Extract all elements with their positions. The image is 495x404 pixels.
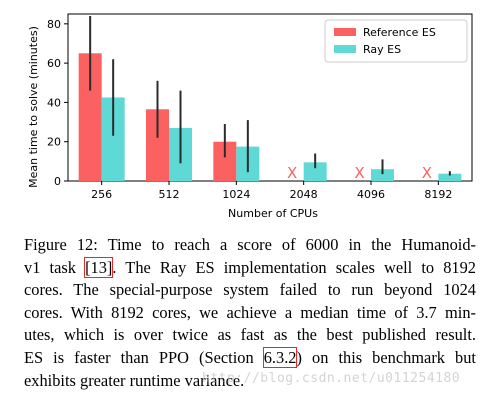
bar-reference-es-1024: [213, 141, 237, 181]
legend-swatch: [334, 28, 356, 36]
caption-line: utes, which is over twice as fast as the…: [24, 324, 476, 347]
y-tick-label: 60: [47, 57, 61, 70]
caption-text: exhibits greater runtime variance.: [24, 370, 245, 390]
bar-chart: X X X 0 20 40 60 80 256 512 1024 2048 4096 8192 Refe…: [27, 13, 473, 220]
chart-error-bars: [89, 15, 451, 176]
caption-text: Time to reach a score of 6000 in the Hum…: [107, 235, 477, 254]
x-axis-label: Number of CPUs: [228, 207, 318, 220]
chart-legend: Reference ES Ray ES: [324, 19, 468, 63]
caption-line: cores. The special-purpose system failed…: [24, 279, 476, 302]
caption-text: v1 task: [24, 257, 86, 277]
y-tick-label: 80: [47, 18, 61, 31]
x-tick-label: 8192: [424, 188, 452, 201]
failed-x-marker: X: [354, 164, 364, 182]
y-axis-label: Mean time to solve (minutes): [27, 26, 40, 188]
legend-label: Ray ES: [363, 43, 401, 56]
bar-reference-es-512: [146, 109, 169, 181]
caption-text: ) on this benchmark but: [296, 347, 476, 367]
caption-line: Figure 12: Time to reach a score of 6000…: [24, 234, 476, 257]
caption-line: exhibits greater runtime variance.: [24, 370, 476, 393]
caption-text: utes, which is over twice as fast as the…: [24, 325, 476, 345]
caption-line: v1 task [13]. The Ray ES implementation …: [24, 256, 476, 280]
y-tick-label: 0: [54, 175, 61, 188]
bar-reference-es-256: [78, 53, 102, 182]
caption-reference-link[interactable]: 6.3.2: [262, 346, 298, 368]
y-tick-label: 40: [47, 96, 61, 109]
failed-x-marker: X: [422, 164, 432, 182]
x-tick-label: 512: [159, 188, 180, 201]
x-tick-label: 2048: [290, 188, 318, 201]
figure-caption: Figure 12: Time to reach a score of 6000…: [24, 234, 476, 392]
legend-label: Reference ES: [363, 26, 436, 39]
bar-ray-es-4096: [371, 169, 394, 181]
y-tick-label: 20: [47, 136, 61, 149]
x-tick-label: 256: [91, 188, 112, 201]
caption-line: ES is faster than PPO (Section 6.3.2) on…: [24, 346, 476, 370]
bar-ray-es-8192: [438, 173, 462, 181]
bar-ray-es-256: [101, 97, 125, 181]
chart-bars: [78, 53, 462, 182]
caption-text: ES is faster than PPO (Section: [24, 347, 264, 367]
caption-label: Figure 12:: [24, 235, 108, 254]
caption-line: cores. With 8192 cores, we achieve a med…: [24, 302, 476, 325]
plot-frame: [67, 13, 473, 182]
legend-swatch: [334, 45, 356, 53]
caption-text: cores. The special-purpose system failed…: [24, 280, 476, 300]
legend-box: [324, 19, 468, 63]
caption-text: . The Ray ES implementation scales well …: [112, 257, 476, 277]
chart-axes: [67, 13, 473, 182]
watermark: http://blog.csdn.net/u011254180: [202, 371, 461, 386]
caption-text: cores. With 8192 cores, we achieve a med…: [24, 302, 476, 322]
x-tick-label: 4096: [357, 188, 385, 201]
caption-reference-link[interactable]: [13]: [84, 256, 114, 278]
failed-x-marker: X: [287, 164, 297, 182]
x-tick-label: 1024: [222, 188, 250, 201]
chart-ticks: 0 20 40 60 80 256 512 1024 2048 4096 8192: [47, 18, 452, 201]
bar-ray-es-2048: [303, 162, 327, 181]
